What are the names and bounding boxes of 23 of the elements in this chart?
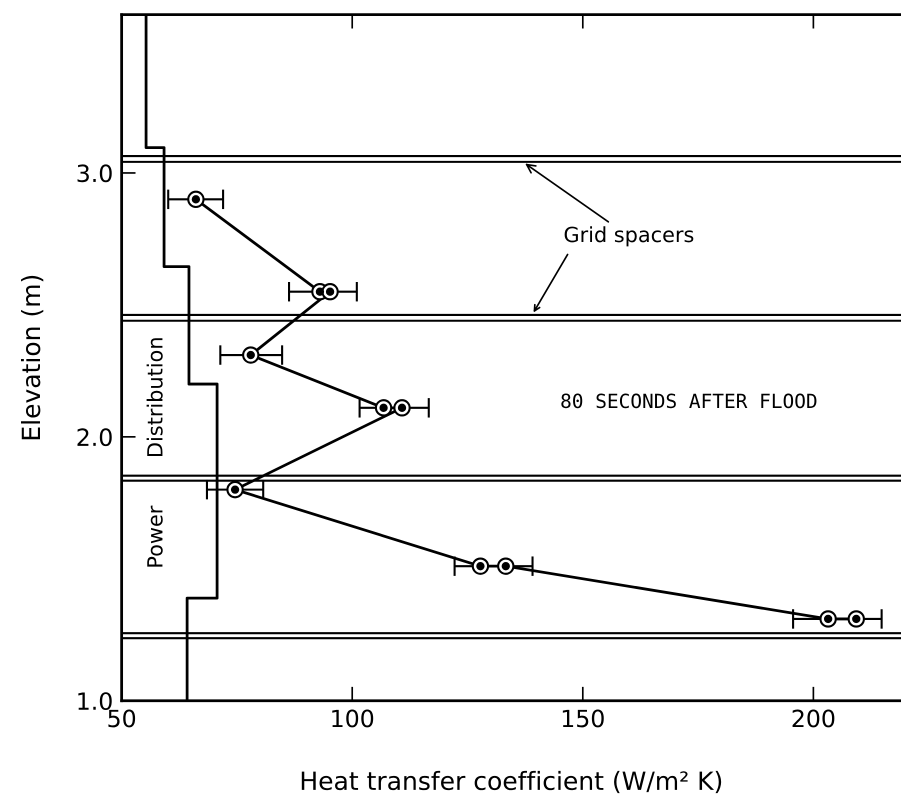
annotation: Power: [147, 506, 163, 567]
x-tick-label: 100: [332, 710, 374, 728]
y-tick-label: 3.0: [78, 164, 112, 182]
x-axis-title: Heat transfer coefficient (W/m² K): [302, 770, 722, 794]
point: [819, 610, 837, 628]
annotation: 80 SECONDS AFTER FLOOD: [561, 394, 816, 408]
point: [472, 557, 490, 575]
point: [321, 283, 339, 300]
x-tick-label: 200: [792, 710, 834, 728]
point: [393, 399, 411, 417]
point: [242, 346, 260, 364]
annotation: Grid spacers: [564, 226, 694, 246]
point: [226, 480, 244, 498]
x-tick-label: 150: [562, 710, 604, 728]
y-tick-label: 2.0: [77, 428, 112, 446]
point: [187, 190, 205, 208]
x-tick-label: 50: [108, 710, 136, 728]
annotation: Distribution: [146, 338, 163, 456]
y-tick-label: 1.0: [78, 692, 112, 710]
point: [848, 610, 865, 628]
point: [497, 557, 514, 575]
point: [374, 399, 392, 417]
y-axis-title: Elevation (m): [21, 276, 44, 440]
